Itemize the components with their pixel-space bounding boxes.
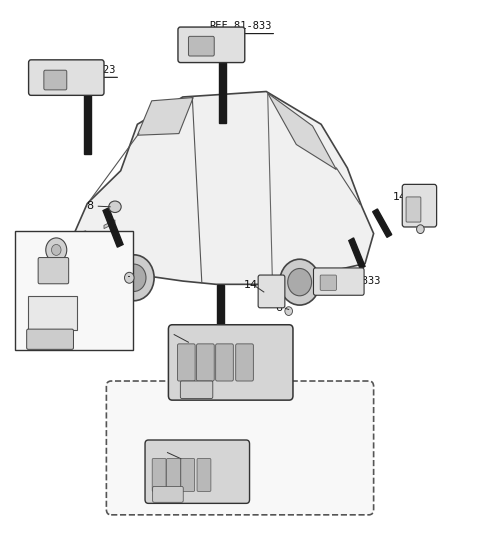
- FancyBboxPatch shape: [145, 440, 250, 503]
- Text: REF.81-833: REF.81-833: [209, 21, 271, 31]
- Text: 6: 6: [276, 304, 283, 313]
- FancyBboxPatch shape: [27, 329, 73, 349]
- Circle shape: [46, 238, 67, 262]
- Text: 25: 25: [65, 304, 79, 313]
- Text: 28: 28: [115, 271, 129, 281]
- Circle shape: [122, 264, 146, 292]
- FancyBboxPatch shape: [167, 458, 180, 491]
- Text: (W/POWER WINDOW RR: (W/POWER WINDOW RR: [170, 394, 310, 404]
- FancyBboxPatch shape: [406, 197, 421, 222]
- Text: 14: 14: [243, 281, 258, 290]
- Circle shape: [288, 268, 312, 296]
- Circle shape: [285, 307, 292, 316]
- Ellipse shape: [109, 201, 121, 212]
- FancyBboxPatch shape: [189, 36, 214, 56]
- Polygon shape: [219, 59, 226, 122]
- Polygon shape: [84, 92, 91, 154]
- Circle shape: [124, 272, 134, 283]
- FancyBboxPatch shape: [44, 70, 67, 90]
- FancyBboxPatch shape: [152, 458, 166, 491]
- Polygon shape: [268, 93, 336, 170]
- Circle shape: [114, 255, 154, 301]
- Circle shape: [280, 259, 320, 305]
- Text: 15: 15: [153, 449, 167, 458]
- Polygon shape: [104, 220, 115, 228]
- Text: 24: 24: [29, 270, 43, 279]
- Bar: [28, 296, 77, 330]
- FancyBboxPatch shape: [29, 60, 104, 96]
- Text: REF.81-833: REF.81-833: [318, 276, 381, 286]
- Polygon shape: [372, 209, 392, 237]
- Circle shape: [417, 225, 424, 233]
- FancyBboxPatch shape: [320, 275, 336, 290]
- Polygon shape: [217, 285, 224, 334]
- FancyBboxPatch shape: [197, 458, 211, 491]
- FancyBboxPatch shape: [258, 275, 285, 308]
- FancyBboxPatch shape: [216, 344, 233, 381]
- FancyBboxPatch shape: [236, 344, 253, 381]
- Polygon shape: [265, 282, 271, 306]
- FancyBboxPatch shape: [181, 458, 195, 491]
- Polygon shape: [74, 231, 86, 242]
- Polygon shape: [349, 238, 365, 269]
- FancyBboxPatch shape: [178, 27, 245, 63]
- Polygon shape: [137, 98, 193, 135]
- Text: 23: 23: [16, 302, 30, 312]
- Text: 15: 15: [180, 330, 194, 341]
- Text: REF.81-823: REF.81-823: [54, 65, 116, 75]
- FancyBboxPatch shape: [402, 184, 437, 227]
- Circle shape: [51, 244, 61, 255]
- Text: 8: 8: [86, 201, 93, 211]
- FancyBboxPatch shape: [153, 486, 183, 502]
- FancyBboxPatch shape: [178, 344, 195, 381]
- Text: 6: 6: [403, 216, 409, 226]
- Text: >ELEC MIRROR): >ELEC MIRROR): [194, 406, 286, 416]
- FancyBboxPatch shape: [313, 268, 364, 295]
- FancyBboxPatch shape: [107, 381, 373, 515]
- FancyBboxPatch shape: [180, 381, 213, 399]
- Polygon shape: [103, 208, 123, 247]
- Text: 14: 14: [393, 192, 407, 202]
- FancyBboxPatch shape: [168, 325, 293, 400]
- Text: 22: 22: [16, 239, 30, 249]
- FancyBboxPatch shape: [197, 344, 214, 381]
- Polygon shape: [73, 92, 373, 284]
- Bar: [15, 231, 133, 350]
- FancyBboxPatch shape: [38, 257, 69, 284]
